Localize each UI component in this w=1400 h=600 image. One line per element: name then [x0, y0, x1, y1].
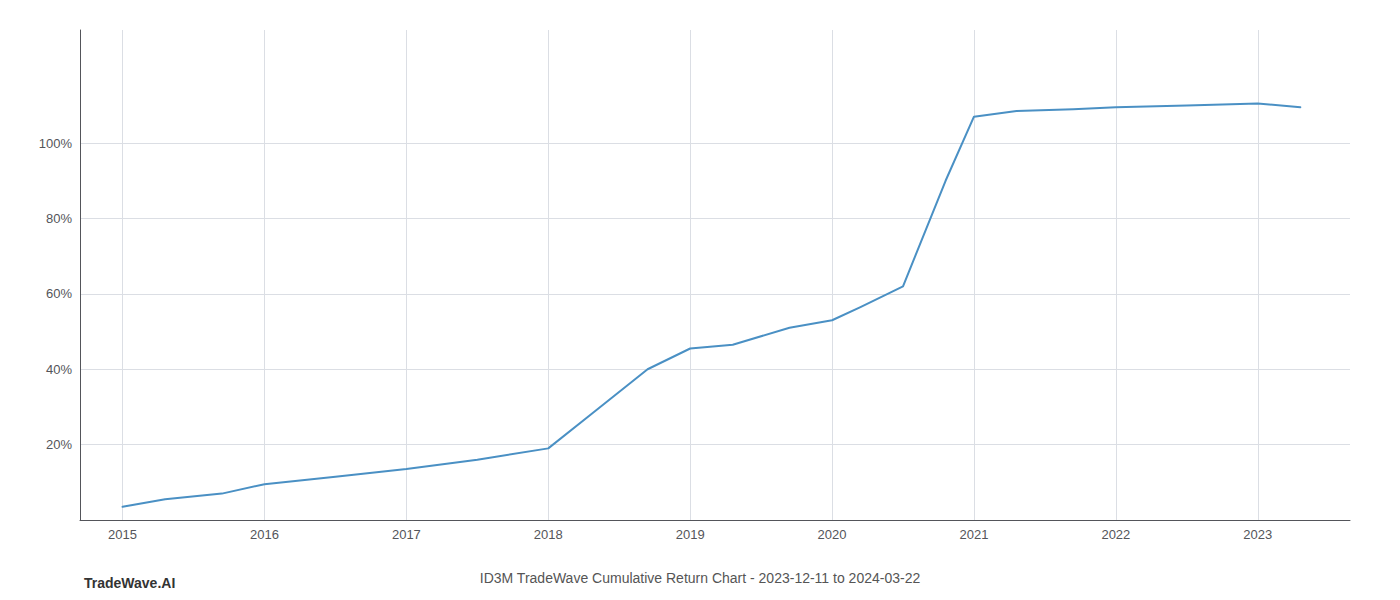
svg-text:2015: 2015 [108, 527, 137, 542]
svg-text:TradeWave.AI: TradeWave.AI [84, 575, 175, 591]
svg-text:2021: 2021 [960, 527, 989, 542]
svg-text:ID3M TradeWave Cumulative Retu: ID3M TradeWave Cumulative Return Chart -… [480, 570, 921, 586]
svg-text:40%: 40% [46, 362, 72, 377]
svg-text:60%: 60% [46, 286, 72, 301]
svg-text:100%: 100% [39, 136, 73, 151]
svg-text:2016: 2016 [250, 527, 279, 542]
svg-text:80%: 80% [46, 211, 72, 226]
svg-text:2019: 2019 [676, 527, 705, 542]
svg-text:2017: 2017 [392, 527, 421, 542]
svg-text:2023: 2023 [1243, 527, 1272, 542]
svg-text:2020: 2020 [818, 527, 847, 542]
svg-text:20%: 20% [46, 437, 72, 452]
svg-text:2022: 2022 [1101, 527, 1130, 542]
svg-text:2018: 2018 [534, 527, 563, 542]
